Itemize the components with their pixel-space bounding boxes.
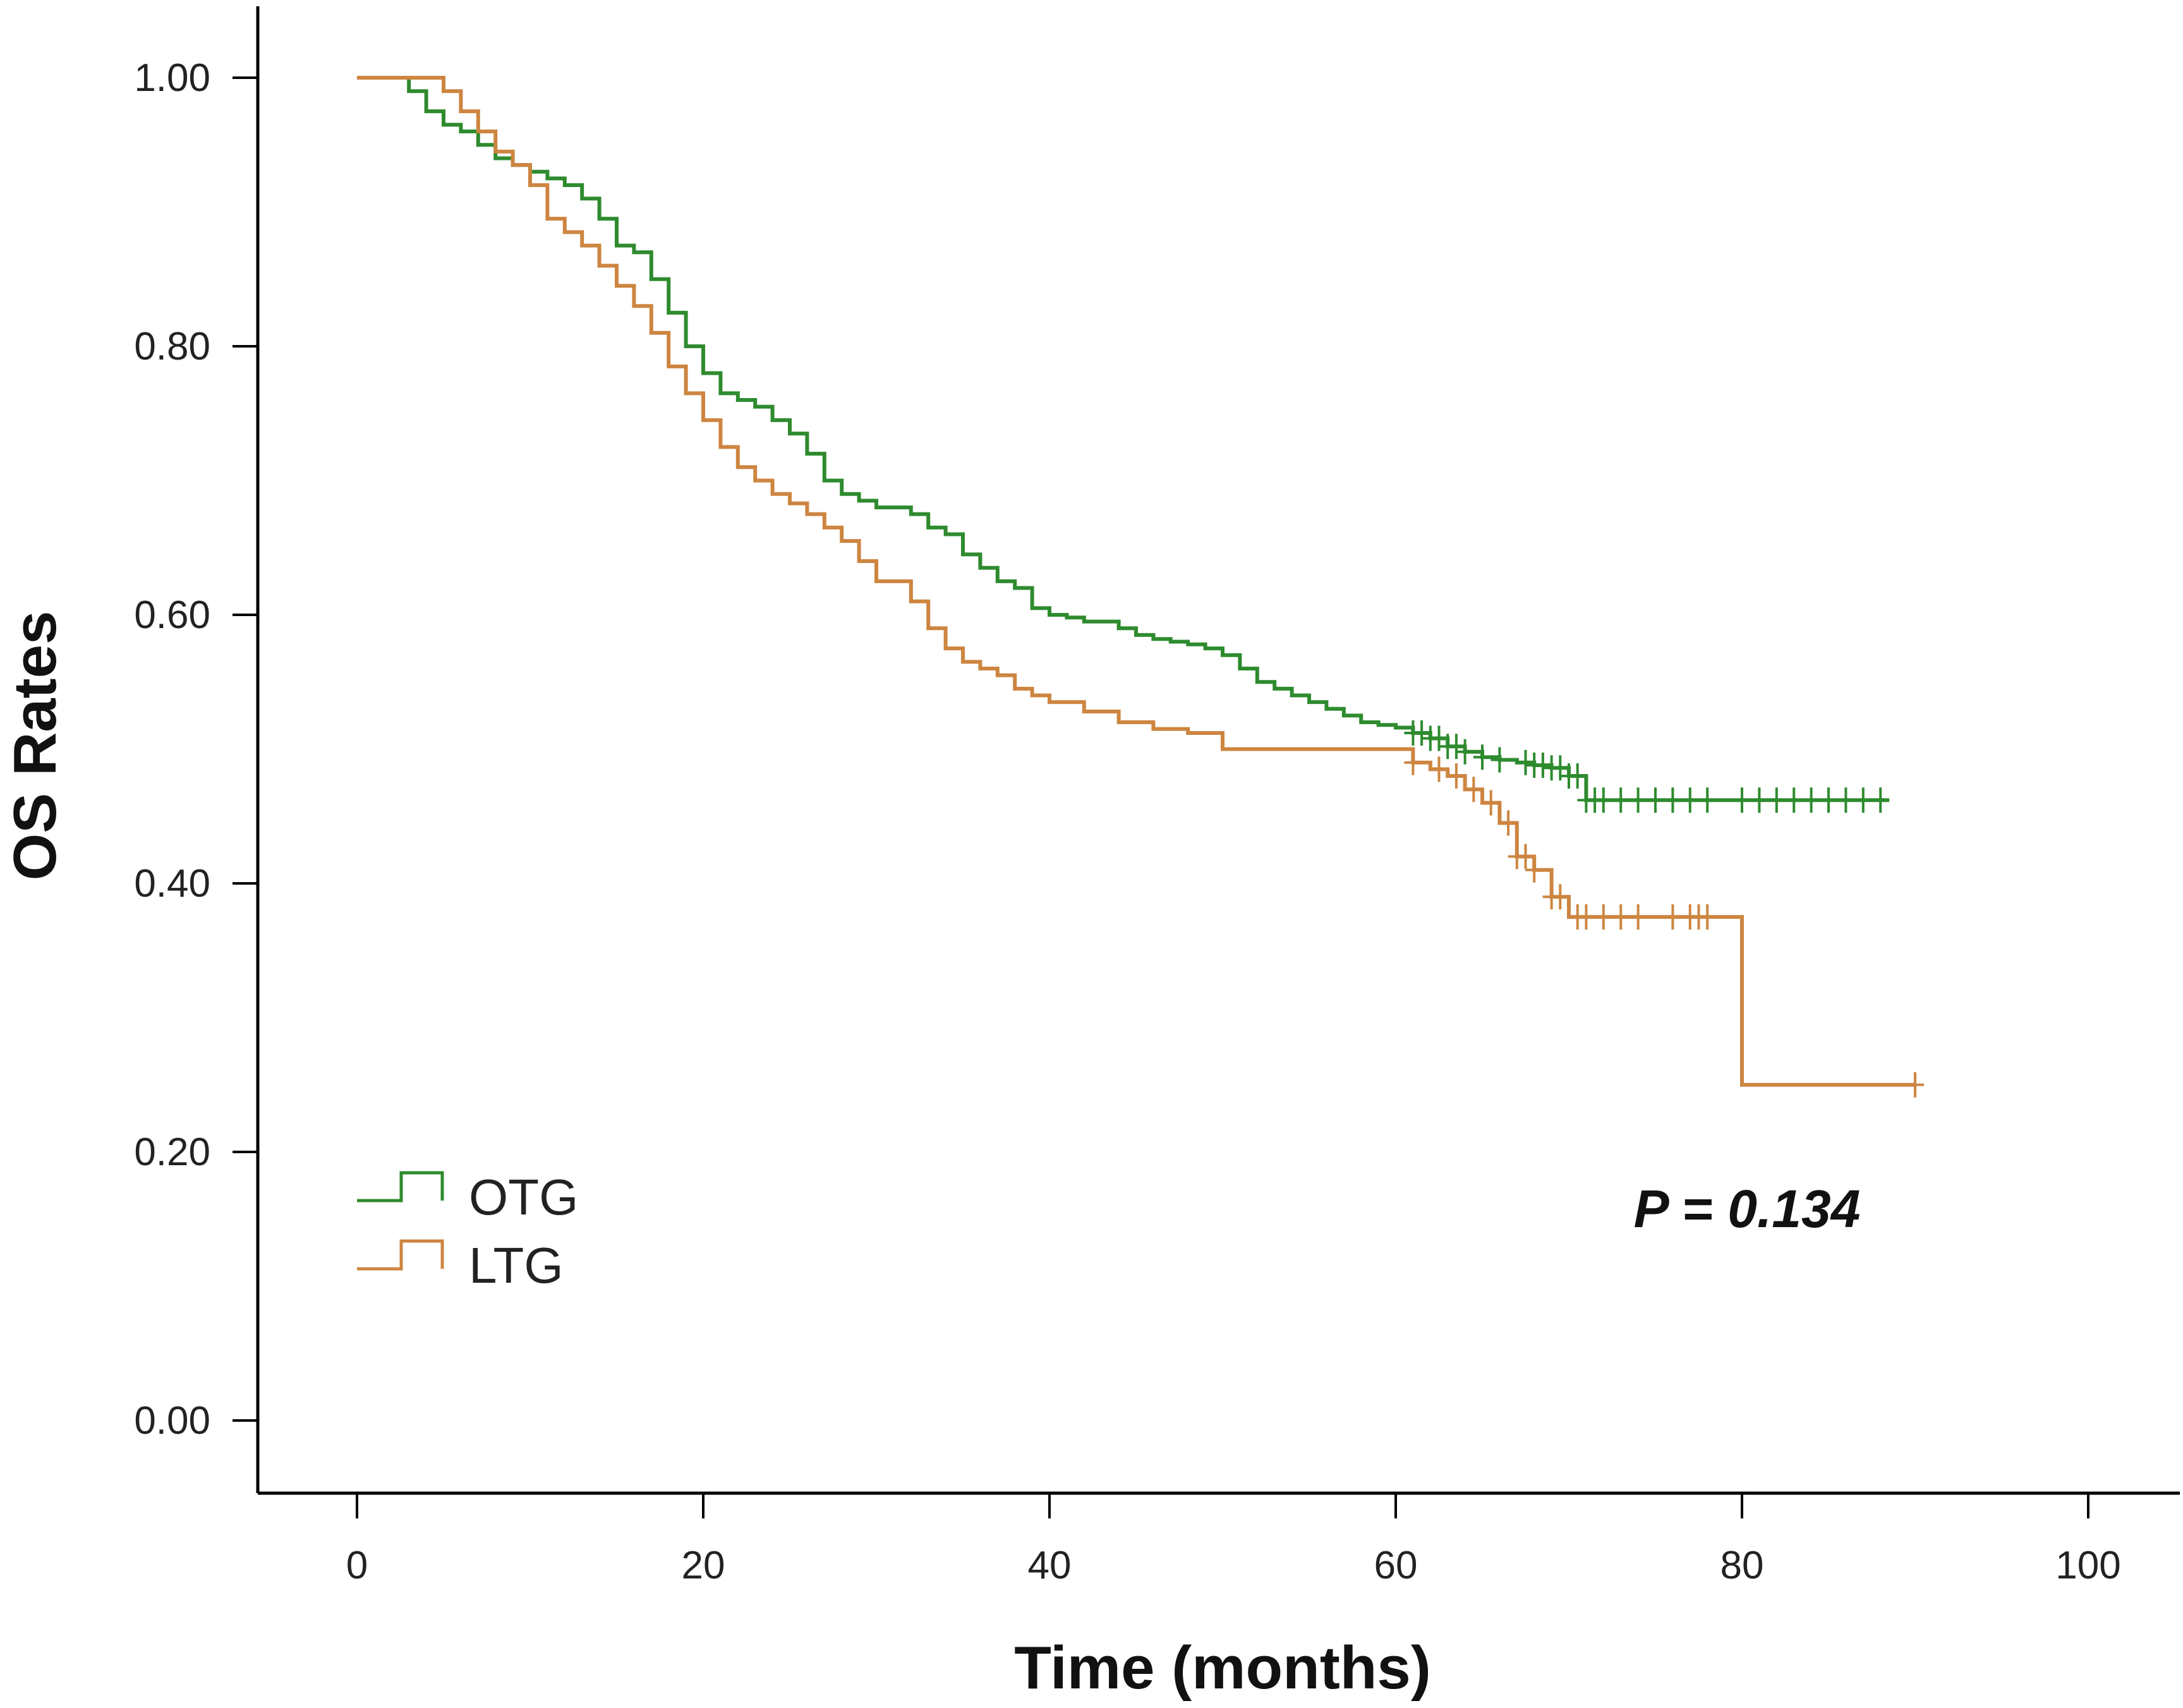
censor-mark-otg-31 [1837, 787, 1855, 813]
censor-mark-ltg-20 [1906, 1072, 1924, 1098]
censor-mark-otg-22 [1664, 787, 1682, 813]
p-value-annotation: P = 0.134 [1634, 1179, 1861, 1239]
x-tick-label-1: 20 [682, 1544, 725, 1587]
x-tick-label-3: 60 [1374, 1544, 1418, 1587]
censor-mark-otg-1 [1413, 720, 1431, 746]
censor-mark-otg-23 [1681, 787, 1699, 813]
series-layer [357, 76, 1924, 1098]
x-tick-label-5: 100 [2055, 1544, 2120, 1587]
x-axis-ticks: 0 20 40 60 80 100 [346, 1493, 2121, 1587]
censor-mark-otg-9 [1516, 749, 1535, 775]
censor-mark-otg-33 [1872, 787, 1890, 813]
censor-mark-otg-26 [1750, 787, 1769, 813]
censor-mark-ltg-8 [1525, 857, 1544, 883]
x-tick-label-2: 40 [1028, 1544, 1072, 1587]
censor-mark-ltg-3 [1465, 777, 1483, 803]
series-otg [357, 76, 1890, 813]
censor-mark-ltg-0 [1404, 749, 1422, 775]
y-tick-label-2: 0.40 [134, 862, 210, 905]
censor-mark-ltg-7 [1516, 844, 1535, 869]
legend-symbol-otg [357, 1171, 444, 1202]
censor-mark-ltg-19 [1698, 904, 1717, 930]
censor-mark-ltg-10 [1551, 884, 1569, 910]
y-tick-label-1: 0.20 [134, 1130, 210, 1174]
series-ltg [357, 76, 1924, 1098]
censor-mark-otg-8 [1491, 747, 1509, 773]
axes [256, 6, 2180, 1495]
y-tick-label-0: 0.00 [134, 1399, 210, 1443]
censor-mark-otg-18 [1594, 787, 1612, 813]
censor-mark-otg-30 [1820, 787, 1837, 813]
censor-mark-ltg-5 [1499, 810, 1518, 836]
y-tick-label-3: 0.60 [134, 593, 210, 637]
censor-mark-otg-29 [1802, 787, 1820, 813]
y-axis-ticks: 0.00 0.20 0.40 0.60 0.80 1.00 [134, 56, 258, 1443]
censor-mark-otg-20 [1629, 787, 1647, 813]
legend-label-otg: OTG [469, 1169, 578, 1225]
censor-mark-otg-7 [1473, 744, 1491, 770]
survival-curve-otg [357, 76, 1889, 803]
censor-mark-ltg-15 [1629, 904, 1647, 930]
censor-mark-otg-28 [1785, 787, 1803, 813]
censor-mark-otg-6 [1456, 739, 1474, 765]
censor-mark-ltg-1 [1430, 756, 1448, 782]
censor-mark-ltg-12 [1577, 904, 1595, 930]
censor-mark-otg-27 [1767, 787, 1786, 813]
censor-mark-otg-15 [1568, 763, 1587, 789]
censor-mark-ltg-2 [1447, 763, 1465, 789]
y-tick-label-5: 1.00 [134, 56, 210, 100]
censor-mark-otg-19 [1612, 787, 1630, 813]
legend-symbol-ltg [357, 1239, 444, 1271]
censor-mark-otg-25 [1733, 787, 1751, 813]
x-axis-title: Time (months) [1014, 1634, 1431, 1702]
censor-mark-otg-21 [1647, 787, 1664, 813]
survival-curve-ltg [357, 76, 1915, 1087]
legend-label-ltg: LTG [469, 1237, 564, 1293]
censor-mark-ltg-14 [1612, 904, 1630, 930]
y-tick-label-4: 0.80 [134, 325, 210, 368]
censor-mark-ltg-13 [1594, 904, 1612, 930]
legend: OTG LTG [357, 1169, 578, 1293]
censor-mark-ltg-16 [1664, 904, 1682, 930]
x-tick-label-0: 0 [346, 1544, 368, 1587]
censor-mark-otg-24 [1698, 787, 1717, 813]
censor-mark-otg-32 [1854, 787, 1872, 813]
y-axis-title: OS Rates [1, 611, 69, 881]
x-tick-label-4: 80 [1720, 1544, 1764, 1587]
censor-mark-ltg-4 [1482, 790, 1500, 816]
censor-mark-otg-5 [1447, 734, 1465, 760]
censor-mark-otg-11 [1533, 753, 1552, 778]
